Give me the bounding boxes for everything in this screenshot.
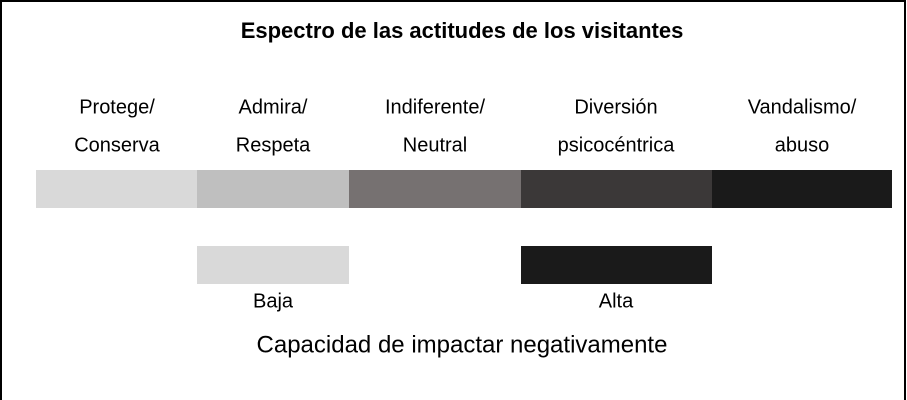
- legend-label: Alta: [599, 290, 634, 312]
- legend-swatch: [197, 246, 349, 284]
- label: Conserva: [74, 134, 160, 156]
- label: abuso: [775, 134, 830, 156]
- label: Indiferente/: [385, 96, 486, 118]
- legend-swatch: [521, 246, 712, 284]
- segment: [521, 170, 712, 208]
- label: Respeta: [236, 134, 311, 156]
- label: Protege/: [79, 96, 155, 118]
- label: Admira/: [239, 96, 308, 118]
- segment: [712, 170, 892, 208]
- caption: Capacidad de impactar negativamente: [257, 331, 668, 358]
- segment: [197, 170, 349, 208]
- legend-label: Baja: [253, 290, 294, 312]
- label: Neutral: [403, 134, 467, 156]
- label: Vandalismo/: [748, 96, 857, 118]
- segment: [36, 170, 197, 208]
- label: psicocéntrica: [558, 134, 676, 156]
- title: Espectro de las actitudes de los visitan…: [241, 18, 684, 43]
- label: Diversión: [574, 96, 657, 118]
- segment: [349, 170, 521, 208]
